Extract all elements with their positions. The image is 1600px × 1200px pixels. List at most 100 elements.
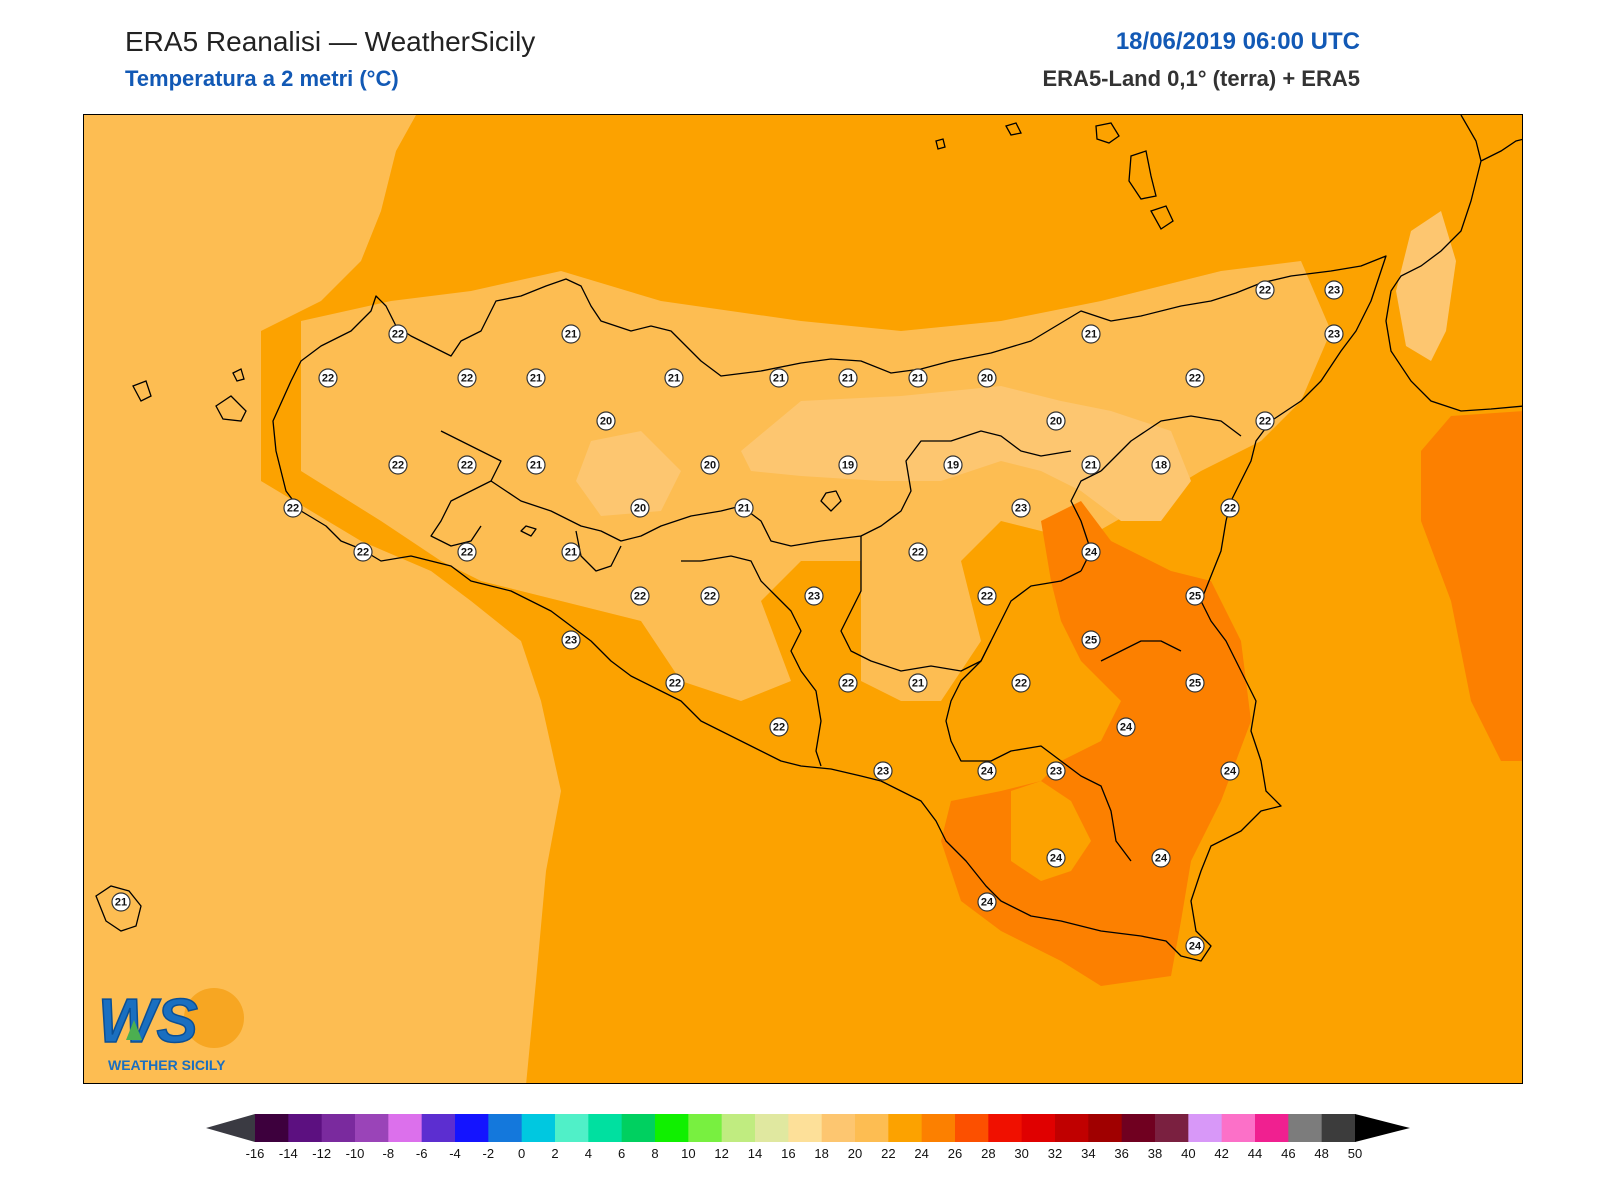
- station-marker-icon: [908, 673, 928, 693]
- station-temperature: 20: [600, 416, 612, 428]
- station-temperature: 22: [322, 373, 334, 385]
- colorbar-swatch: [555, 1114, 589, 1142]
- colorbar-swatch: [521, 1114, 556, 1142]
- colorbar-tick-label: 20: [848, 1146, 862, 1161]
- station-value: 24: [1046, 848, 1066, 868]
- station-marker-icon: [1151, 848, 1171, 868]
- station-value: 22: [457, 368, 477, 388]
- station-marker-icon: [1116, 717, 1136, 737]
- station-value: 25: [1185, 586, 1205, 606]
- colorbar-swatch: [988, 1114, 1023, 1142]
- station-marker-icon: [734, 498, 754, 518]
- colorbar-tick-label: 50: [1348, 1146, 1362, 1161]
- colorbar-swatch: [488, 1114, 523, 1142]
- station-marker-icon: [1151, 455, 1171, 475]
- colorbar-tick-label: 16: [781, 1146, 795, 1161]
- station-value: 23: [561, 630, 581, 650]
- calabria-coast: [1385, 115, 1522, 412]
- station-temperature: 21: [115, 897, 127, 909]
- station-value: 24: [1081, 542, 1101, 562]
- station-temperature: 24: [1224, 766, 1237, 778]
- colorbar-tick-label: 18: [814, 1146, 828, 1161]
- station-temperature: 22: [912, 547, 924, 559]
- colorbar-swatch: [1021, 1114, 1056, 1142]
- colorbar-tick-label: 44: [1248, 1146, 1262, 1161]
- station-marker-icon: [353, 542, 373, 562]
- station-marker-icon: [1324, 324, 1344, 344]
- station-markers: 22 22 22 21 21 21 21 21 21 20 21 22 23 23 22 20 20 22 22 22…: [111, 280, 1344, 956]
- station-value: 24: [1220, 761, 1240, 781]
- data-source: ERA5-Land 0,1° (terra) + ERA5: [1042, 66, 1361, 91]
- station-value: 22: [457, 542, 477, 562]
- temperature-map: 22 22 22 21 21 21 21 21 21 20 21 22 23 23 22 20 20 22 22 22…: [83, 114, 1523, 1084]
- station-marker-icon: [1255, 411, 1275, 431]
- station-marker-icon: [457, 455, 477, 475]
- station-temperature: 19: [842, 460, 854, 472]
- station-marker-icon: [664, 368, 684, 388]
- colorbar-swatch: [255, 1114, 289, 1142]
- station-temperature: 22: [1189, 373, 1201, 385]
- station-value: 22: [1011, 673, 1031, 693]
- station-temperature: 22: [461, 547, 473, 559]
- station-value: 20: [977, 368, 997, 388]
- station-value: 22: [457, 455, 477, 475]
- colorbar-tick-label: -10: [346, 1146, 365, 1161]
- station-marker-icon: [700, 455, 720, 475]
- colorbar-swatch: [455, 1114, 489, 1142]
- station-value: 23: [1324, 324, 1344, 344]
- station-temperature: 25: [1085, 635, 1097, 647]
- logo-text: WEATHER SICILY: [108, 1057, 226, 1073]
- colorbar-swatch: [655, 1114, 689, 1142]
- field-22-24-ragusa: [1011, 781, 1091, 881]
- station-temperature: 22: [1259, 285, 1271, 297]
- station-marker-icon: [561, 542, 581, 562]
- station-temperature: 24: [981, 897, 994, 909]
- station-marker-icon: [977, 761, 997, 781]
- station-marker-icon: [561, 324, 581, 344]
- field-18-20-c: [1396, 211, 1456, 361]
- station-marker-icon: [873, 761, 893, 781]
- station-marker-icon: [769, 717, 789, 737]
- station-value: 21: [838, 368, 858, 388]
- station-marker-icon: [388, 455, 408, 475]
- colorbar-tick-label: -4: [449, 1146, 461, 1161]
- station-marker-icon: [1220, 761, 1240, 781]
- colorbar-swatch: [621, 1114, 656, 1142]
- station-marker-icon: [1046, 411, 1066, 431]
- station-temperature: 22: [634, 591, 646, 603]
- station-value: 23: [1046, 761, 1066, 781]
- station-marker-icon: [1255, 280, 1275, 300]
- station-value: 22: [318, 368, 338, 388]
- station-temperature: 22: [1015, 678, 1027, 690]
- station-temperature: 22: [773, 722, 785, 734]
- station-marker-icon: [1185, 368, 1205, 388]
- colorbar-low-arrow: [206, 1114, 255, 1142]
- station-marker-icon: [457, 368, 477, 388]
- station-value: 21: [526, 455, 546, 475]
- valid-datetime: 18/06/2019 06:00 UTC: [1115, 28, 1360, 55]
- station-temperature: 21: [842, 373, 854, 385]
- colorbar-swatch: [288, 1114, 323, 1142]
- station-value: 22: [908, 542, 928, 562]
- station-marker-icon: [1081, 455, 1101, 475]
- weathersicily-logo: WS WEATHER SICILY: [94, 980, 254, 1076]
- colorbar-tick-label: 38: [1148, 1146, 1162, 1161]
- station-value: 22: [665, 673, 685, 693]
- map-title: ERA5 Reanalisi — WeatherSicily: [125, 26, 536, 57]
- station-value: 21: [1081, 324, 1101, 344]
- station-value: 22: [630, 586, 650, 606]
- islands: [95, 122, 1174, 932]
- station-value: 22: [700, 586, 720, 606]
- station-temperature: 22: [392, 460, 404, 472]
- colorbar-swatch: [1121, 1114, 1156, 1142]
- station-temperature: 21: [912, 373, 924, 385]
- station-temperature: 22: [392, 329, 404, 341]
- station-temperature: 21: [1085, 460, 1097, 472]
- station-value: 22: [838, 673, 858, 693]
- station-temperature: 22: [704, 591, 716, 603]
- station-marker-icon: [283, 498, 303, 518]
- station-marker-icon: [908, 542, 928, 562]
- colorbar-tick-label: 0: [518, 1146, 525, 1161]
- colorbar-tick-label: 26: [948, 1146, 962, 1161]
- colorbar-swatch: [1221, 1114, 1256, 1142]
